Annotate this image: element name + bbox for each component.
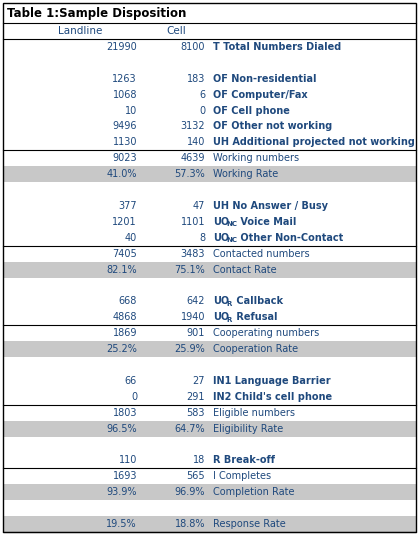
- Text: 1130: 1130: [112, 137, 137, 147]
- Text: Contacted numbers: Contacted numbers: [213, 249, 310, 259]
- Text: 18.8%: 18.8%: [174, 519, 205, 529]
- Text: 1101: 1101: [181, 217, 205, 227]
- Text: 9023: 9023: [112, 153, 137, 163]
- Text: UO: UO: [213, 296, 229, 307]
- Text: Cooperating numbers: Cooperating numbers: [213, 328, 319, 338]
- Text: 1940: 1940: [181, 312, 205, 322]
- Text: Callback: Callback: [233, 296, 283, 307]
- Text: 8100: 8100: [181, 42, 205, 52]
- Text: Refusal: Refusal: [233, 312, 277, 322]
- Text: T Total Numbers Dialed: T Total Numbers Dialed: [213, 42, 341, 52]
- Bar: [3, 421, 416, 437]
- Text: Contact Rate: Contact Rate: [213, 265, 277, 274]
- Text: 9496: 9496: [112, 121, 137, 132]
- Text: OF Computer/Fax: OF Computer/Fax: [213, 90, 308, 100]
- Text: R: R: [226, 301, 231, 307]
- Text: Cell: Cell: [166, 26, 186, 36]
- Text: 901: 901: [186, 328, 205, 338]
- Text: IN2 Child's cell phone: IN2 Child's cell phone: [213, 392, 332, 402]
- Text: 96.5%: 96.5%: [106, 424, 137, 434]
- Text: Voice Mail: Voice Mail: [237, 217, 296, 227]
- Text: 1693: 1693: [112, 471, 137, 482]
- Text: Eligibility Rate: Eligibility Rate: [213, 424, 283, 434]
- Text: 1263: 1263: [112, 74, 137, 84]
- Text: 6: 6: [199, 90, 205, 100]
- Text: Response Rate: Response Rate: [213, 519, 286, 529]
- Text: R Break-off: R Break-off: [213, 455, 275, 465]
- Text: 642: 642: [186, 296, 205, 307]
- Text: 75.1%: 75.1%: [174, 265, 205, 274]
- Text: UH No Answer / Busy: UH No Answer / Busy: [213, 201, 328, 211]
- Text: Landline: Landline: [58, 26, 102, 36]
- Text: UO: UO: [213, 312, 229, 322]
- Text: 41.0%: 41.0%: [106, 169, 137, 179]
- Text: 18: 18: [193, 455, 205, 465]
- Text: I Completes: I Completes: [213, 471, 271, 482]
- Text: 66: 66: [125, 376, 137, 386]
- Text: 110: 110: [119, 455, 137, 465]
- Text: NC: NC: [226, 238, 237, 243]
- Text: 7405: 7405: [112, 249, 137, 259]
- Text: 668: 668: [119, 296, 137, 307]
- Bar: [3, 484, 416, 500]
- Text: 19.5%: 19.5%: [106, 519, 137, 529]
- Text: 183: 183: [186, 74, 205, 84]
- Text: OF Other not working: OF Other not working: [213, 121, 332, 132]
- Text: 0: 0: [199, 105, 205, 116]
- Text: 1803: 1803: [112, 408, 137, 418]
- Text: 3483: 3483: [181, 249, 205, 259]
- Text: 4868: 4868: [112, 312, 137, 322]
- Text: OF Non-residential: OF Non-residential: [213, 74, 316, 84]
- Text: Working Rate: Working Rate: [213, 169, 278, 179]
- Text: Table 1:Sample Disposition: Table 1:Sample Disposition: [7, 6, 186, 19]
- Text: 291: 291: [186, 392, 205, 402]
- Text: Eligible numbers: Eligible numbers: [213, 408, 295, 418]
- Text: 1869: 1869: [112, 328, 137, 338]
- Text: 25.2%: 25.2%: [106, 344, 137, 354]
- Text: 583: 583: [186, 408, 205, 418]
- Text: 565: 565: [186, 471, 205, 482]
- Text: NC: NC: [226, 221, 237, 227]
- Text: 10: 10: [125, 105, 137, 116]
- Text: Cooperation Rate: Cooperation Rate: [213, 344, 298, 354]
- Text: 1201: 1201: [112, 217, 137, 227]
- Text: 25.9%: 25.9%: [174, 344, 205, 354]
- Text: UO: UO: [213, 233, 229, 243]
- Bar: [3, 262, 416, 278]
- Text: Working numbers: Working numbers: [213, 153, 299, 163]
- Text: 21990: 21990: [106, 42, 137, 52]
- Text: 47: 47: [193, 201, 205, 211]
- Bar: [3, 166, 416, 182]
- Bar: [3, 341, 416, 357]
- Text: 140: 140: [186, 137, 205, 147]
- Text: 1068: 1068: [112, 90, 137, 100]
- Text: UO: UO: [213, 217, 229, 227]
- Text: 40: 40: [125, 233, 137, 243]
- Text: 4639: 4639: [181, 153, 205, 163]
- Text: 96.9%: 96.9%: [174, 487, 205, 497]
- Text: IN1 Language Barrier: IN1 Language Barrier: [213, 376, 331, 386]
- Text: 8: 8: [199, 233, 205, 243]
- Text: UH Additional projected not working: UH Additional projected not working: [213, 137, 415, 147]
- Text: OF Cell phone: OF Cell phone: [213, 105, 290, 116]
- Text: 377: 377: [119, 201, 137, 211]
- Bar: [3, 516, 416, 532]
- Text: 0: 0: [131, 392, 137, 402]
- Text: 64.7%: 64.7%: [174, 424, 205, 434]
- Text: 3132: 3132: [180, 121, 205, 132]
- Text: Other Non-Contact: Other Non-Contact: [237, 233, 343, 243]
- Text: 27: 27: [192, 376, 205, 386]
- Text: 82.1%: 82.1%: [106, 265, 137, 274]
- Text: R: R: [226, 317, 231, 323]
- Text: 57.3%: 57.3%: [174, 169, 205, 179]
- Text: Completion Rate: Completion Rate: [213, 487, 295, 497]
- Text: 93.9%: 93.9%: [106, 487, 137, 497]
